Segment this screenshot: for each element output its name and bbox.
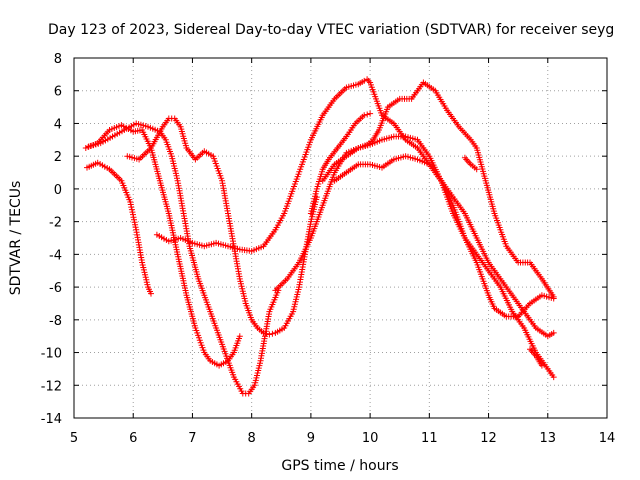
- y-tick-label: 0: [54, 183, 62, 198]
- series-arc-11: [527, 346, 545, 369]
- axis-ticks: 5 6 7 8 9 10 11 12 13 14 -14 -12 -10 -8 -6 -4 -2 0 2 4 6 8: [41, 52, 616, 446]
- y-axis-label: SDTVAR / TECUs: [8, 181, 24, 296]
- y-tick-label: 2: [54, 150, 62, 165]
- y-tick-label: -2: [49, 216, 62, 231]
- series-arc-1: [84, 159, 154, 297]
- y-tick-label: -8: [49, 314, 62, 329]
- series-arc-4: [124, 115, 320, 338]
- series-markers: [319, 133, 557, 381]
- series-markers: [331, 153, 557, 340]
- series-trail: [88, 122, 279, 395]
- x-tick-label: 10: [362, 431, 379, 446]
- x-tick-label: 12: [480, 431, 497, 446]
- series-arc-8: [331, 153, 557, 340]
- x-axis-label: GPS time / hours: [281, 458, 398, 474]
- series-markers: [82, 122, 243, 369]
- series-arc-9: [307, 110, 374, 217]
- series-markers: [307, 110, 374, 217]
- grid: [74, 58, 607, 418]
- series-arc-7: [319, 133, 557, 381]
- x-tick-label: 9: [307, 431, 315, 446]
- x-tick-label: 11: [421, 431, 438, 446]
- chart-title: Day 123 of 2023, Sidereal Day-to-day VTE…: [48, 22, 614, 38]
- series-arc-6: [272, 79, 557, 300]
- data-series: [82, 76, 557, 397]
- x-tick-label: 8: [248, 431, 256, 446]
- y-tick-label: -4: [49, 248, 62, 263]
- x-tick-label: 6: [129, 431, 137, 446]
- x-tick-label: 14: [599, 431, 616, 446]
- series-markers: [85, 120, 282, 397]
- series-trail: [86, 162, 152, 295]
- series-arc-2: [82, 122, 243, 369]
- y-tick-label: 8: [54, 52, 62, 67]
- series-markers: [527, 346, 545, 369]
- x-tick-label: 13: [540, 431, 557, 446]
- plot-frame: [73, 57, 608, 419]
- y-tick-label: -12: [41, 379, 62, 394]
- y-tick-label: -10: [41, 347, 62, 362]
- series-markers: [84, 159, 154, 297]
- x-tick-label: 5: [70, 431, 78, 446]
- series-trail: [126, 117, 318, 336]
- x-tick-label: 7: [188, 431, 196, 446]
- y-tick-label: 6: [54, 85, 62, 100]
- series-arc-3: [85, 120, 282, 397]
- series-arc-10: [461, 154, 480, 173]
- series-markers: [461, 154, 480, 173]
- series-markers: [272, 79, 557, 300]
- y-tick-label: -6: [49, 281, 62, 296]
- y-tick-label: 4: [54, 117, 62, 132]
- y-tick-label: -14: [41, 412, 62, 427]
- series-markers: [124, 115, 320, 338]
